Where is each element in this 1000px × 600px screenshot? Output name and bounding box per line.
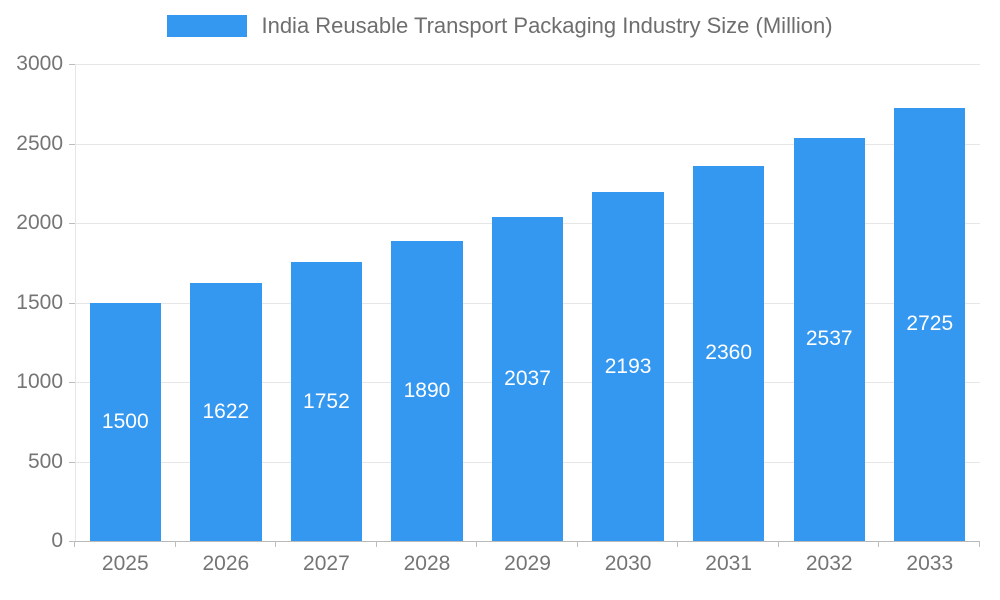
bar: 2193 [592, 192, 664, 541]
x-tick-mark [878, 541, 880, 547]
y-tick-mark [69, 223, 75, 225]
x-tick-mark [979, 541, 980, 547]
x-tick-mark [677, 541, 679, 547]
x-tick-mark [275, 541, 277, 547]
y-tick-mark [69, 541, 75, 542]
x-tick-mark [777, 541, 779, 547]
bar-value-label: 2193 [604, 354, 652, 378]
x-axis-tick-label: 2026 [202, 552, 250, 575]
legend: India Reusable Transport Packaging Indus… [0, 13, 1000, 39]
plot-area: 1500 1622 1752 1890 2037 2193 2360 2537 2725 [69, 64, 980, 547]
bar-group: 2725 [880, 64, 981, 541]
bar-group: 1752 [276, 64, 377, 541]
bar-value-label: 1500 [101, 409, 149, 433]
bar: 1500 [89, 302, 161, 541]
y-tick-mark [69, 302, 75, 304]
x-tick-mark [174, 541, 176, 547]
y-axis-tick-label: 2500 [16, 131, 63, 155]
y-axis-tick-label: 1000 [16, 370, 63, 394]
y-tick-mark [69, 143, 75, 145]
bar-group: 2537 [779, 64, 880, 541]
bar-group: 2037 [477, 64, 578, 541]
y-axis-tick-label: 2000 [16, 211, 63, 235]
x-tick-mark [375, 541, 377, 547]
gridline [75, 64, 980, 65]
bar-value-label: 2537 [805, 327, 853, 351]
bar-group: 2360 [678, 64, 779, 541]
legend-swatch [167, 15, 248, 37]
bar: 2037 [491, 217, 564, 541]
x-tick-mark [576, 541, 578, 547]
baseline [75, 541, 980, 542]
x-axis-tick-label: 2029 [504, 552, 551, 575]
bar: 2360 [692, 165, 765, 541]
bar-value-label: 2725 [906, 312, 954, 336]
y-axis-tick-label: 500 [27, 449, 63, 473]
bar-value-label: 1622 [202, 400, 250, 424]
bar: 2725 [894, 107, 966, 541]
bar-value-label: 2360 [705, 341, 752, 365]
x-axis-tick-label: 2028 [403, 552, 451, 575]
x-axis-tick-label: 2030 [604, 552, 652, 575]
bars: 1500 1622 1752 1890 2037 2193 2360 2537 2725 [75, 64, 980, 541]
bar-value-label: 1752 [303, 389, 350, 413]
y-axis-tick-label: 1500 [16, 290, 63, 314]
bar-value-label: 1890 [403, 378, 451, 402]
x-tick-mark [476, 541, 478, 547]
y-axis-labels: 0 500 1000 1500 2000 2500 3000 [0, 52, 63, 552]
y-axis-tick-label: 0 [51, 529, 63, 552]
x-axis-tick-label: 2025 [101, 552, 149, 575]
x-axis-tick-label: 2031 [705, 552, 753, 575]
x-axis-tick-label: 2033 [906, 552, 954, 575]
x-axis-tick-label: 2032 [805, 552, 853, 575]
bar: 1622 [190, 283, 262, 541]
bar: 1890 [391, 240, 463, 541]
x-axis-labels: 2025 2026 2027 2028 2029 2030 2031 2032 2033 [75, 552, 980, 576]
y-axis-line [75, 64, 76, 541]
bar: 2537 [793, 137, 865, 541]
bar-value-label: 2037 [504, 367, 551, 391]
bar-group: 1890 [377, 64, 478, 541]
x-tick-mark [74, 541, 75, 547]
y-axis-tick-label: 3000 [16, 52, 63, 75]
bar-group: 1622 [176, 64, 277, 541]
bar: 1752 [290, 262, 363, 541]
bar-group: 1500 [75, 64, 176, 541]
gridline [75, 143, 980, 145]
chart-title: India Reusable Transport Packaging Indus… [261, 13, 833, 38]
x-axis-tick-label: 2027 [303, 552, 350, 575]
y-tick-mark [69, 461, 75, 463]
y-tick-mark [69, 382, 75, 384]
bar-group: 2193 [578, 64, 679, 541]
y-tick-mark [69, 64, 75, 65]
